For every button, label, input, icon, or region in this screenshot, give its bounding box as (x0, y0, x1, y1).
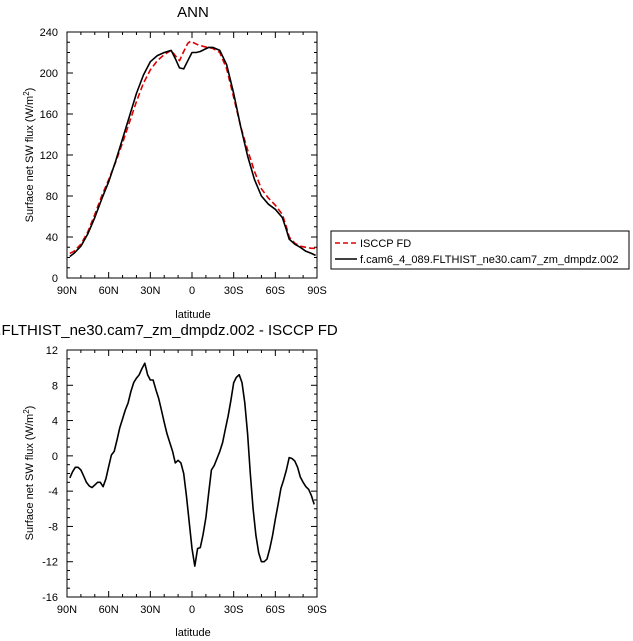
x-tick-label: 60N (99, 604, 119, 616)
plot-frame (66, 349, 318, 598)
x-tick-label: 30N (140, 285, 160, 297)
x-tick-label: 90S (307, 285, 327, 297)
x-tick-label: 0 (189, 285, 195, 297)
x-tick-label: 0 (189, 604, 195, 616)
x-tick-label: 60S (266, 285, 286, 297)
y-tick-label: -16 (42, 592, 58, 604)
bottom-y-axis-label: Surface net SW flux (W/m2) (22, 406, 36, 541)
y-tick-label: -12 (42, 557, 58, 569)
y-tick-label: 4 (52, 416, 58, 428)
x-tick-label: 30N (140, 604, 160, 616)
series-line-1 (69, 40, 316, 255)
y-tick-label: 160 (40, 109, 58, 121)
plot-frame (66, 31, 318, 279)
y-tick-label: 0 (52, 451, 58, 463)
top-plot-area: 90N 60N 30N 0 30S 60S 90S 0 40 80 120 160 200 240 (40, 27, 327, 297)
legend-entry-model: f.cam6_4_089.FLTHIST_ne30.cam7_zm_dmpdz.… (360, 254, 618, 266)
top-y-axis-label: Surface net SW flux (W/m2) (22, 88, 36, 223)
top-chart-title: ANN (177, 4, 209, 21)
x-tick-label: 90S (307, 604, 327, 616)
y-tick-label: -8 (48, 521, 58, 533)
top-x-axis-label: latitude (175, 309, 210, 321)
bottom-chart-title: f.cam6_4_089.FLTHIST_ne30.cam7_zm_dmpdz.… (0, 322, 338, 339)
legend-box (330, 230, 630, 270)
series-line-2 (69, 46, 316, 258)
x-tick-label: 60S (266, 604, 286, 616)
x-tick-label: 30S (224, 285, 244, 297)
x-tick-label: 90N (57, 285, 77, 297)
bottom-plot-area: 90N 60N 30N 0 30S 60S 90S -16 -12 -8 -4 0 4 8 12 (42, 345, 327, 616)
y-tick-label: 40 (46, 232, 58, 244)
y-tick-label: 120 (40, 150, 58, 162)
x-tick-label: 90N (57, 604, 77, 616)
y-tick-label: 200 (40, 68, 58, 80)
series-line-1 (69, 362, 315, 567)
y-tick-label: 80 (46, 191, 58, 203)
top-panel: ANN 90N 60N 30N 0 30S 60S 90S 0 40 80 120 160 200 240… (22, 4, 630, 321)
x-tick-label: 30S (224, 604, 244, 616)
x-tick-label: 60N (99, 285, 119, 297)
top-legend: ISCCP FD f.cam6_4_089.FLTHIST_ne30.cam7_… (330, 230, 630, 270)
bottom-panel: f.cam6_4_089.FLTHIST_ne30.cam7_zm_dmpdz.… (0, 322, 338, 639)
y-tick-label: 0 (52, 273, 58, 285)
y-tick-label: 240 (40, 27, 58, 39)
y-tick-label: -4 (48, 486, 58, 498)
y-tick-label: 12 (46, 345, 58, 357)
legend-entry-isccp: ISCCP FD (360, 238, 411, 250)
bottom-x-axis-label: latitude (175, 627, 210, 639)
y-tick-label: 8 (52, 380, 58, 392)
